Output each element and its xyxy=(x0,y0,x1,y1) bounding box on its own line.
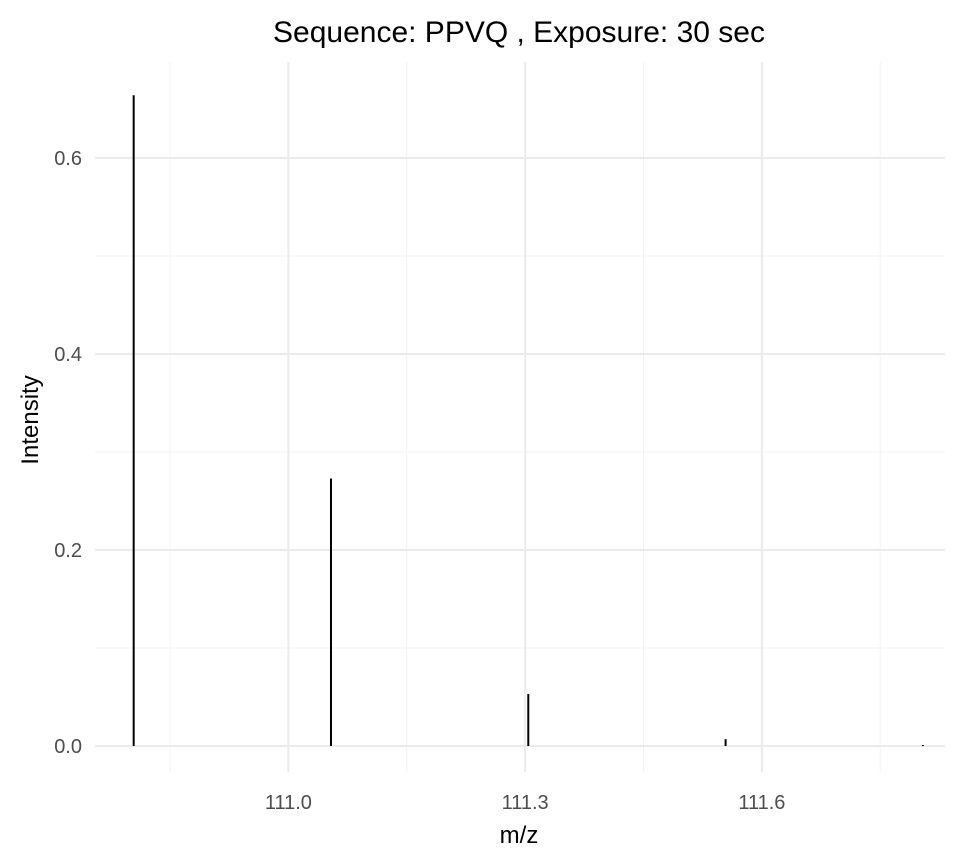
y-tick-label: 0.6 xyxy=(54,148,82,170)
y-tick-label: 0.0 xyxy=(54,736,82,758)
x-tick-label: 111.6 xyxy=(738,792,785,814)
x-axis-title: m/z xyxy=(500,822,539,849)
y-tick-label: 0.2 xyxy=(54,540,82,562)
x-tick-label: 111.0 xyxy=(265,792,312,814)
tick-labels: 111.0 111.3 111.6 0.0 0.2 0.4 0.6 xyxy=(54,148,785,814)
chart-title: Sequence: PPVQ , Exposure: 30 sec xyxy=(273,16,765,49)
peaks-group xyxy=(132,95,924,746)
y-tick-label: 0.4 xyxy=(54,344,82,366)
x-tick-label: 111.3 xyxy=(502,792,549,814)
plot-grid xyxy=(95,62,945,772)
y-axis-title: Intensity xyxy=(17,375,44,464)
